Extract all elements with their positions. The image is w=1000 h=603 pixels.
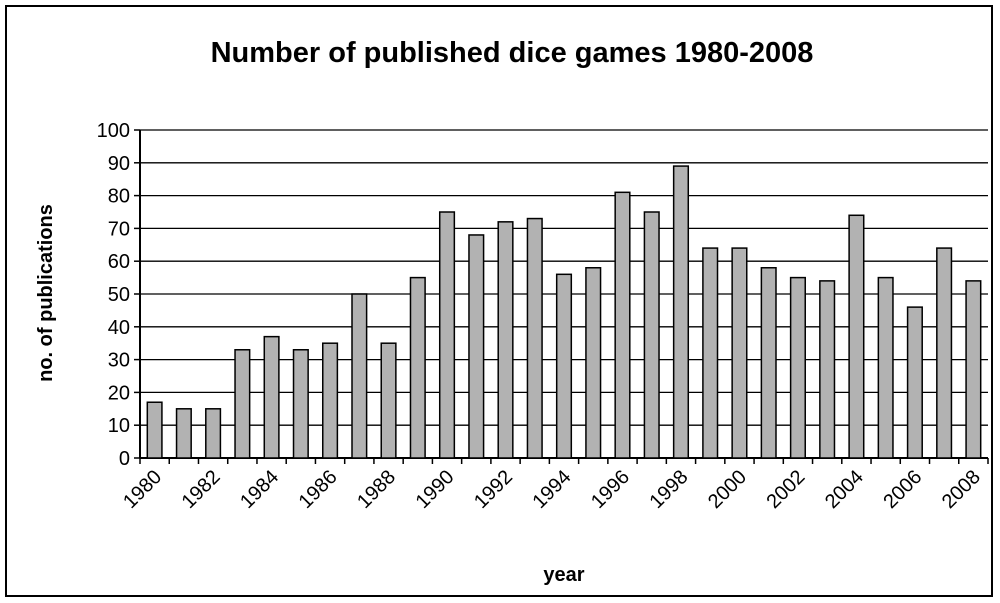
x-tick-label: 1992 [470, 466, 517, 513]
bar-1989 [409, 276, 426, 459]
bar-1992 [497, 221, 514, 459]
bar-1990 [438, 211, 456, 459]
x-tick-label: 1988 [353, 466, 400, 513]
bar-2000 [731, 247, 748, 459]
y-tick-label: 30 [108, 350, 130, 372]
bar-2003 [819, 280, 836, 459]
y-axis-ticks: 0 10 20 30 40 50 60 70 80 90 100 [97, 120, 140, 470]
x-tick-label: 1998 [645, 466, 692, 513]
bar-1982 [205, 408, 222, 459]
bar-1995 [585, 267, 602, 459]
bar-2002 [789, 276, 806, 459]
x-tick-label: 1980 [119, 466, 166, 513]
bar-1985 [292, 349, 309, 459]
y-tick-label: 90 [108, 153, 130, 175]
bar-1983 [234, 349, 251, 459]
y-tick-label: 70 [108, 218, 130, 240]
bar-2006 [906, 306, 923, 459]
bar-1991 [468, 234, 485, 459]
bar-2001 [760, 267, 777, 459]
y-tick-label: 100 [97, 120, 130, 142]
bar-1997 [643, 211, 660, 459]
y-tick-label: 20 [108, 382, 130, 404]
bar-2005 [877, 276, 894, 459]
bar-1996 [614, 191, 631, 459]
x-tick-label: 1982 [178, 466, 225, 513]
bar-1988 [380, 342, 397, 459]
x-axis-label: year [543, 564, 584, 586]
bar-1984 [263, 335, 280, 459]
y-tick-label: 10 [108, 415, 130, 437]
x-tick-label: 2008 [938, 466, 985, 513]
bar-2007 [936, 247, 953, 459]
y-tick-label: 60 [108, 251, 130, 273]
bar-1994 [555, 273, 573, 459]
y-tick-label: 0 [119, 448, 130, 470]
bar-1987 [351, 293, 368, 459]
x-tick-label: 2006 [879, 466, 926, 513]
bar-2008 [965, 280, 982, 459]
x-axis-ticks: 1980 1982 1984 1986 1988 1990 1992 1994 1996 1998… [119, 458, 989, 513]
x-tick-label: 2002 [762, 466, 809, 513]
bar-2004 [848, 214, 865, 459]
x-tick-label: 2004 [821, 466, 868, 513]
x-tick-label: 1996 [587, 466, 634, 513]
bar-1980 [146, 401, 163, 459]
x-tick-label: 1994 [529, 466, 576, 513]
y-tick-label: 40 [108, 317, 130, 339]
bar-1986 [322, 342, 339, 459]
x-tick-label: 2000 [704, 466, 751, 513]
bars [146, 165, 982, 459]
bar-1993 [526, 217, 543, 459]
y-tick-label: 80 [108, 186, 130, 208]
bar-1999 [702, 247, 719, 459]
chart-title: Number of published dice games 1980-2008 [211, 37, 814, 69]
x-tick-label: 1990 [412, 466, 459, 513]
x-tick-label: 1986 [295, 466, 342, 513]
y-tick-label: 50 [108, 284, 130, 306]
bar-1998 [672, 165, 690, 459]
y-axis-label: no. of publications [35, 204, 57, 382]
x-tick-label: 1984 [236, 466, 283, 513]
bar-1981 [175, 408, 192, 459]
